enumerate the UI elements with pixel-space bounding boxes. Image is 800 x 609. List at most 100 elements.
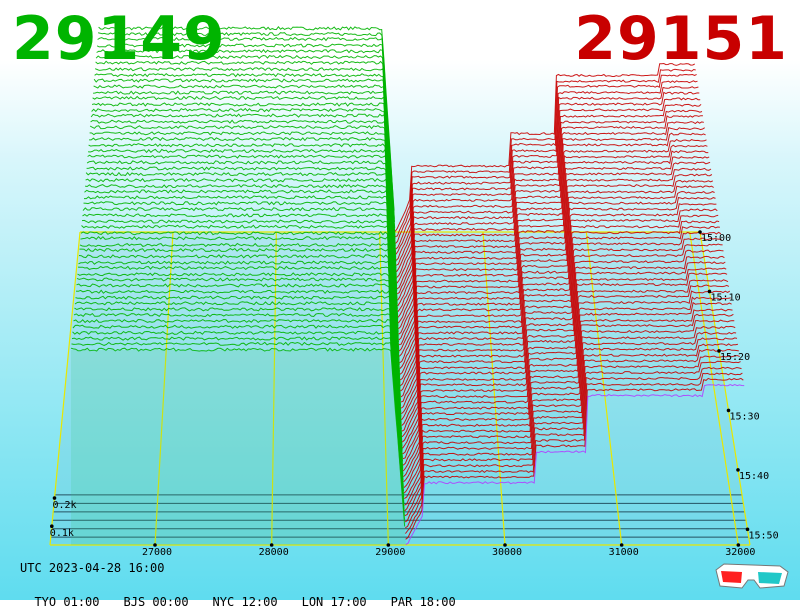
bid-depth-line bbox=[91, 107, 398, 291]
timezone-nyc: NYC 12:00 bbox=[212, 595, 278, 609]
bid-depth-line bbox=[93, 90, 397, 275]
chart-frame-edge bbox=[699, 231, 751, 546]
ask-depth-line bbox=[399, 197, 716, 364]
chart-frame-edge bbox=[49, 231, 81, 546]
price-grid-line bbox=[689, 231, 739, 546]
ask-depth-line bbox=[398, 161, 711, 330]
ask-depth-line bbox=[399, 190, 715, 357]
timezone-par: PAR 18:00 bbox=[390, 595, 456, 609]
ask-depth-line bbox=[395, 73, 697, 244]
ask-depth-line bbox=[398, 179, 713, 346]
bid-depth-line bbox=[71, 336, 405, 516]
ask-depth-line bbox=[404, 337, 738, 500]
depth-tick-label: 0.1k bbox=[50, 528, 74, 539]
bid-depth-line bbox=[94, 73, 397, 258]
bid-depth-line bbox=[77, 272, 403, 451]
bid-depth-line bbox=[88, 143, 399, 326]
price-grid-line bbox=[271, 231, 277, 546]
ask-depth-line bbox=[404, 355, 740, 517]
ask-depth-line bbox=[403, 319, 735, 483]
ask-depth-line bbox=[402, 308, 733, 472]
bid-depth-line bbox=[93, 84, 397, 269]
bid-depth-line bbox=[73, 318, 405, 497]
bid-depth-line bbox=[71, 341, 405, 520]
ask-depth-line bbox=[403, 313, 734, 478]
ask-depth-line bbox=[400, 220, 720, 387]
bid-depth-line bbox=[89, 131, 399, 316]
time-tick-marker bbox=[736, 468, 740, 472]
bid-depth-line bbox=[80, 235, 402, 417]
bid-depth-line bbox=[90, 119, 398, 305]
price-tick-marker bbox=[269, 543, 274, 547]
ask-depth-line bbox=[402, 296, 731, 460]
bid-depth-line bbox=[88, 148, 399, 332]
price-tick-label: 32000 bbox=[725, 547, 755, 558]
ask-depth-line bbox=[402, 301, 732, 466]
ask-depth-line bbox=[396, 121, 704, 290]
ask-depth-line bbox=[405, 383, 745, 546]
timezone-bjs: BJS 00:00 bbox=[123, 595, 189, 609]
bid-depth-line bbox=[78, 254, 403, 435]
ask-depth-line bbox=[401, 267, 727, 432]
utc-timestamp: UTC 2023-04-28 16:00 bbox=[20, 561, 165, 575]
bid-depth-line bbox=[81, 219, 401, 401]
price-tick-marker bbox=[619, 543, 624, 547]
bid-depth-line bbox=[75, 295, 404, 475]
chart-curves bbox=[70, 26, 745, 546]
ask-depth-line bbox=[397, 150, 709, 318]
ask-depth-line bbox=[404, 348, 739, 512]
3d-glasses-icon[interactable] bbox=[712, 560, 792, 592]
ask-depth-line bbox=[395, 85, 699, 255]
time-tick-label: 15:40 bbox=[739, 471, 769, 482]
bid-depth-line bbox=[70, 347, 406, 527]
bid-depth-line bbox=[86, 166, 400, 349]
chart-labels: 27000 28000 29000 30000 31000 32000 15:00 15:10… bbox=[50, 230, 779, 558]
ask-depth-line bbox=[397, 127, 705, 295]
ask-depth-line bbox=[394, 62, 696, 232]
ask-depth-line bbox=[403, 331, 737, 494]
ask-depth-line bbox=[397, 156, 710, 324]
price-tick-marker bbox=[736, 543, 741, 547]
price-tick-label: 30000 bbox=[492, 547, 522, 558]
bid-depth-line bbox=[79, 242, 402, 424]
price-tick-marker bbox=[153, 543, 157, 547]
price-tick-label: 29000 bbox=[375, 547, 405, 558]
price-tick-label: 28000 bbox=[259, 547, 289, 558]
bid-depth-line bbox=[95, 54, 396, 239]
time-tick-marker bbox=[707, 289, 712, 294]
bid-depth-line bbox=[85, 184, 400, 365]
bid-depth-line bbox=[98, 32, 395, 219]
ask-depth-line bbox=[397, 138, 707, 307]
ask-depth-line bbox=[395, 91, 700, 261]
bid-depth-line bbox=[78, 260, 403, 441]
ask-depth-line bbox=[397, 144, 708, 312]
bid-depth-line bbox=[96, 43, 396, 229]
ask-depth-line bbox=[404, 343, 739, 506]
bid-depth-line bbox=[90, 113, 398, 299]
bid-depth-line bbox=[89, 136, 399, 320]
depth-tick-label: 0.2k bbox=[53, 500, 77, 511]
ask-depth-line bbox=[401, 272, 728, 438]
bid-depth-line bbox=[93, 78, 397, 262]
ask-depth-line bbox=[401, 279, 729, 443]
ask-depth-line bbox=[400, 225, 720, 392]
ask-depth-line bbox=[395, 68, 696, 238]
ask-depth-line bbox=[400, 243, 723, 409]
bid-depth-line bbox=[97, 36, 395, 222]
bid-depth-line bbox=[79, 247, 402, 430]
price-grid-line bbox=[379, 231, 389, 546]
bid-depth-line bbox=[86, 160, 399, 343]
ask-depth-line bbox=[399, 203, 717, 369]
time-tick-label: 15:10 bbox=[711, 292, 741, 303]
bid-depth-line bbox=[91, 102, 398, 287]
ask-depth-line bbox=[404, 360, 741, 523]
ask-depth-line bbox=[401, 255, 725, 421]
ask-depth-line bbox=[397, 132, 706, 301]
ask-depth-line bbox=[399, 214, 719, 381]
ask-depth-line bbox=[400, 237, 722, 403]
bid-depth-line bbox=[81, 224, 402, 406]
bid-depth-line bbox=[77, 265, 403, 447]
depth-tick-marker bbox=[50, 524, 54, 529]
bid-depth-line bbox=[95, 60, 396, 247]
bid-depth-line bbox=[80, 231, 402, 413]
